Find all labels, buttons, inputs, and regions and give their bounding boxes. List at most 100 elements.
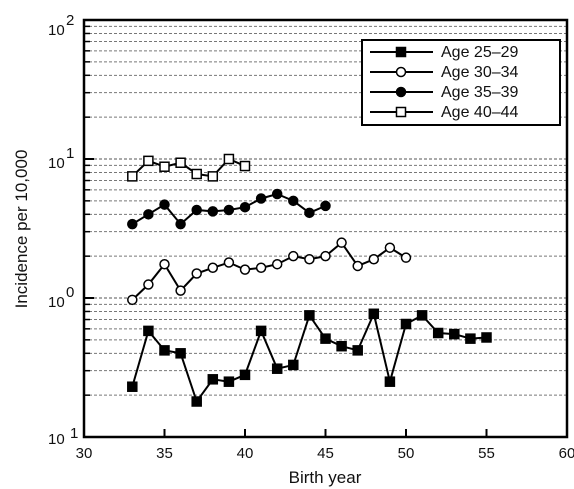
data-point xyxy=(320,333,331,344)
data-point xyxy=(207,374,219,385)
data-point xyxy=(271,258,283,270)
data-point xyxy=(320,250,331,262)
data-point xyxy=(175,218,186,230)
data-point xyxy=(207,262,219,274)
data-point xyxy=(400,318,412,330)
legend-items xyxy=(370,46,433,118)
data-point xyxy=(191,396,202,407)
data-point xyxy=(400,252,412,263)
data-point xyxy=(288,359,299,371)
y-tick-label: 10 0 xyxy=(48,284,74,311)
data-point xyxy=(384,242,396,253)
y-tick-exponent: 2 xyxy=(66,12,74,29)
data-point xyxy=(304,310,315,321)
data-point xyxy=(239,264,251,275)
data-point xyxy=(368,308,380,320)
y-minor-ticks xyxy=(84,25,94,396)
y-tick-label: 10 2 xyxy=(48,12,74,39)
data-point xyxy=(223,204,235,216)
data-point xyxy=(143,155,154,167)
data-point xyxy=(304,254,315,265)
data-point xyxy=(159,161,170,172)
y-tick-label: 10 1 xyxy=(48,425,78,448)
data-point xyxy=(352,260,363,272)
data-point xyxy=(143,209,154,220)
data-point xyxy=(395,66,407,78)
y-tick-exponent: 1 xyxy=(70,425,78,442)
data-point xyxy=(159,199,170,210)
data-point xyxy=(395,46,407,58)
x-tick-label: 40 xyxy=(237,445,254,462)
data-point xyxy=(175,348,186,359)
y-tick-base: 10 xyxy=(48,294,65,311)
series-layer xyxy=(127,153,492,407)
data-point xyxy=(336,237,347,248)
legend-label: Age 35–39 xyxy=(441,84,519,101)
data-point xyxy=(352,345,363,356)
data-point xyxy=(288,250,299,262)
data-point xyxy=(416,310,428,321)
series-group xyxy=(127,237,412,306)
data-point xyxy=(368,254,380,265)
data-point xyxy=(127,171,138,182)
legend-box xyxy=(361,39,561,126)
series-group xyxy=(127,188,331,230)
y-tick-base: 10 xyxy=(48,155,65,172)
data-point xyxy=(395,86,407,98)
data-point xyxy=(143,279,154,290)
data-point xyxy=(127,294,138,306)
x-tick-label: 35 xyxy=(156,445,173,462)
legend-label: Age 40–44 xyxy=(441,104,519,121)
data-point xyxy=(271,188,283,200)
x-tick-label: 45 xyxy=(317,445,334,462)
y-tick-exponent: 1 xyxy=(66,145,74,162)
data-point xyxy=(288,195,299,207)
data-point xyxy=(465,333,476,344)
data-point xyxy=(127,218,138,230)
x-tick-label: 60 xyxy=(559,445,574,462)
data-point xyxy=(481,332,492,343)
x-axis-title: Birth year xyxy=(289,468,362,487)
data-point xyxy=(449,328,460,340)
data-point xyxy=(395,106,407,118)
series-line xyxy=(131,241,407,301)
x-tick-label: 55 xyxy=(478,445,495,462)
data-point xyxy=(191,268,202,279)
data-point xyxy=(191,168,202,180)
series-group xyxy=(127,308,492,407)
data-point xyxy=(223,257,235,268)
data-point xyxy=(432,327,444,339)
x-tick-label: 30 xyxy=(76,445,93,462)
y-tick-label: 10 1 xyxy=(48,145,74,172)
data-point xyxy=(159,258,170,270)
data-point xyxy=(143,325,154,337)
data-point xyxy=(159,345,170,356)
data-point xyxy=(255,325,267,337)
series-group xyxy=(127,153,251,182)
legend-label: Age 30–34 xyxy=(441,64,519,81)
data-point xyxy=(271,363,283,374)
y-tick-exponent: 0 xyxy=(66,284,74,301)
data-point xyxy=(207,206,219,217)
data-point xyxy=(304,207,315,219)
data-point xyxy=(239,160,251,172)
data-point xyxy=(336,340,347,352)
data-point xyxy=(223,153,235,165)
data-point xyxy=(207,171,219,182)
data-point xyxy=(255,262,267,274)
y-tick-base: 10 xyxy=(48,431,65,448)
data-point xyxy=(239,201,251,213)
legend: Age 25–29 Age 30–34 Age 35–39 Age 40–44 xyxy=(361,39,561,126)
data-point xyxy=(175,157,186,168)
y-axis-title: Incidence per 10,000 xyxy=(12,150,31,309)
data-point xyxy=(320,200,331,212)
data-point xyxy=(384,376,396,387)
x-axis: 30 35 40 45 50 55 60 xyxy=(76,429,574,462)
y-tick-base: 10 xyxy=(48,22,65,39)
data-point xyxy=(223,376,235,387)
data-point xyxy=(127,381,138,392)
legend-label: Age 25–29 xyxy=(441,44,519,61)
data-point xyxy=(239,369,251,381)
data-point xyxy=(191,204,202,216)
